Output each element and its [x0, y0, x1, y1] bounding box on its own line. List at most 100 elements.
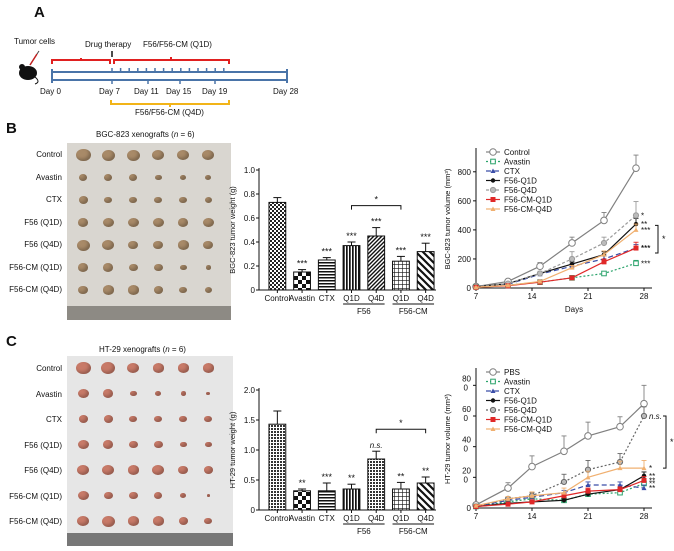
tumor-sample: [76, 239, 90, 251]
y-tick-label-wrap: 0: [464, 414, 469, 423]
data-point: [640, 399, 648, 408]
tumor-sample: [129, 174, 137, 181]
bgc-weight-bar-chart: 0 0.2 0.4 0.6 0.8 1.0 BGC-823 tumor weight (g)…: [228, 166, 436, 316]
data-point: [633, 260, 639, 267]
tumor-sample: [153, 240, 163, 250]
x-tick-label: Q4D: [368, 294, 385, 303]
tumor-sample: [128, 263, 138, 272]
mouse-icon: [19, 64, 39, 85]
y-tick-label: 600: [458, 197, 472, 206]
y-tick-label: 400: [458, 226, 472, 235]
y-tick-label: 0: [467, 504, 472, 513]
y-axis-label: BGC-823 tumor weight (g): [228, 186, 237, 274]
significance-label: ***: [641, 244, 650, 253]
data-point: [640, 412, 648, 420]
x-tick-label: 14: [528, 292, 537, 301]
data-point: [529, 493, 535, 498]
data-point: [490, 388, 496, 393]
tumor-sample: [127, 465, 139, 475]
y-tick-label: 1.0: [244, 446, 256, 455]
tumor-sample: [180, 391, 186, 396]
x-tick-label: Q1D: [343, 514, 360, 523]
tumor-sample: [101, 515, 115, 527]
legend-item: Avastin: [486, 158, 530, 167]
y-tick-label: 200: [458, 255, 472, 264]
day-label: Day 0: [40, 87, 61, 96]
significance-label: ***: [641, 259, 650, 268]
legend-label: PBS: [504, 368, 520, 377]
photo-row-label: F56 (Q4D): [24, 466, 62, 475]
x-tick-label: 28: [640, 512, 649, 521]
title-n: n: [173, 130, 179, 139]
legend-item: PBS: [486, 368, 520, 377]
significance-label: **: [649, 476, 655, 485]
tumor-sample: [177, 149, 189, 161]
tumor-sample: [152, 149, 164, 161]
tumor-sample: [102, 464, 114, 476]
bracket-label: *: [399, 418, 403, 428]
significance-bracket: [351, 205, 402, 210]
tumor-sample: [78, 285, 88, 295]
data-point: [585, 488, 591, 494]
tumor-sample: [77, 515, 89, 527]
tumor-sample: [79, 174, 87, 181]
ruler: [67, 533, 233, 546]
x-tick-label: 7: [474, 292, 479, 301]
brace-pre: [51, 58, 111, 64]
group-label: F56: [357, 527, 371, 536]
tumor-sample: [104, 196, 112, 204]
photo-row-label: Avastin: [35, 389, 62, 399]
significance-label: **: [397, 471, 405, 481]
group-label: F56: [357, 307, 371, 316]
series-line: [475, 214, 637, 288]
y-tick-label-wrap: 0: [464, 445, 469, 454]
tumor-sample: [129, 390, 137, 397]
y-tick-label: 0.6: [244, 214, 256, 223]
tumor-sample: [204, 415, 212, 423]
tumor-sample: [178, 218, 188, 227]
data-point: [529, 499, 535, 505]
tumor-sample: [153, 263, 163, 272]
ht29-photo-title: HT-29 xenografts (n = 6): [99, 345, 186, 354]
data-point: [490, 168, 496, 173]
data-point: [490, 206, 496, 211]
significance-label: *: [649, 464, 652, 473]
data-point: [561, 490, 567, 495]
series-f56-cm-q4d: [473, 460, 647, 508]
legend-label: Avastin: [504, 158, 530, 167]
tumor-sample: [153, 286, 163, 294]
series-line: [475, 229, 637, 288]
bar: [367, 235, 386, 291]
photo-row-label: CTX: [46, 195, 62, 204]
data-point: [601, 259, 607, 265]
tumor-sample: [77, 439, 89, 450]
photo-row-label: F56 (Q4D): [24, 240, 62, 249]
legend-label: F56-Q1D: [504, 177, 537, 186]
data-point: [641, 485, 647, 491]
tumor-sample: [126, 149, 140, 161]
significance-label: ***: [322, 472, 333, 482]
ht29-xenograft-photo: [67, 356, 233, 546]
x-tick-label: 21: [584, 512, 593, 521]
y-tick-label: 0.8: [244, 190, 256, 199]
photo-row-label: F56 (Q1D): [24, 440, 62, 450]
tumor-sample: [127, 516, 139, 526]
y-tick-label: 0: [251, 286, 256, 295]
tumor-sample: [154, 492, 162, 499]
series-line: [475, 167, 637, 288]
day-label: Day 15: [166, 87, 192, 96]
data-point: [528, 462, 536, 471]
significance-label: *: [641, 211, 644, 220]
significance-label: n.s.: [649, 412, 662, 421]
tumor-sample: [179, 264, 187, 271]
tumor-sample: [103, 440, 113, 449]
tumor-sample: [129, 415, 137, 423]
x-tick-label: Avastin: [289, 294, 315, 303]
legend-label: F56-Q4D: [504, 186, 537, 195]
syringe-icon: [29, 50, 40, 66]
tumor-sample: [205, 265, 211, 270]
timeline-diagram: [19, 50, 288, 107]
data-point: [490, 378, 496, 385]
x-tick-label: Q4D: [368, 514, 385, 523]
comparison-bracket: [663, 415, 667, 469]
